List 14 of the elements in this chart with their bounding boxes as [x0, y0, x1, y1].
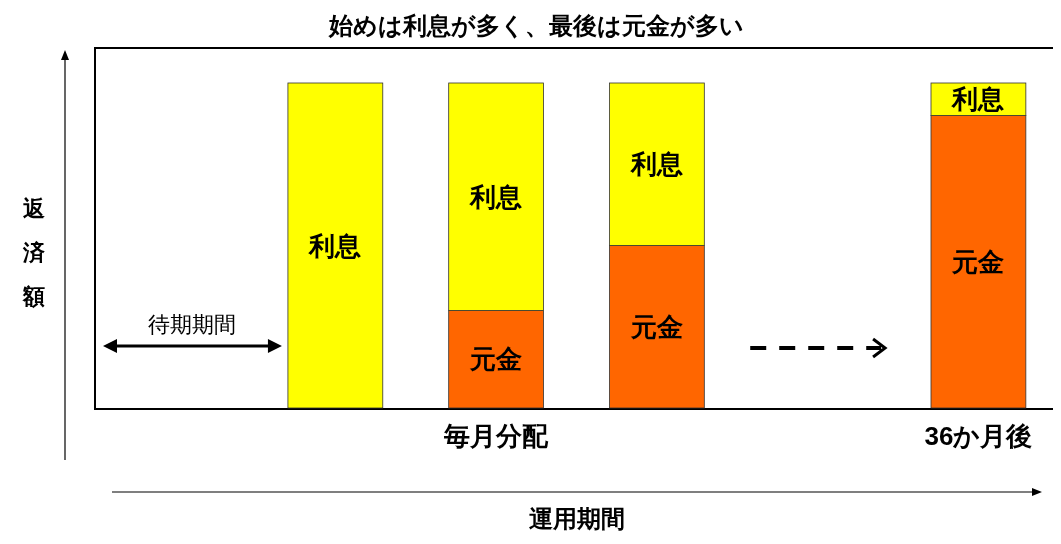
chart-title: 始めは利息が多く、最後は元金が多い	[328, 12, 744, 39]
series-label: 利息	[951, 84, 1005, 115]
text: 元金	[952, 246, 1005, 277]
annotation: 待期期間	[148, 312, 237, 337]
series-label: 元金	[469, 344, 523, 375]
text: 利息	[470, 181, 523, 212]
x-axis-title: 運用期間	[529, 505, 625, 532]
y-axis-title: 返済額	[22, 196, 46, 309]
bar	[287, 82, 384, 409]
x-tick-label: 36か月後	[924, 421, 1033, 451]
text: 元金	[630, 311, 683, 342]
x-tick-label: 毎月分配	[443, 421, 550, 451]
text: 利息	[309, 230, 362, 261]
text: 利息	[630, 149, 683, 180]
